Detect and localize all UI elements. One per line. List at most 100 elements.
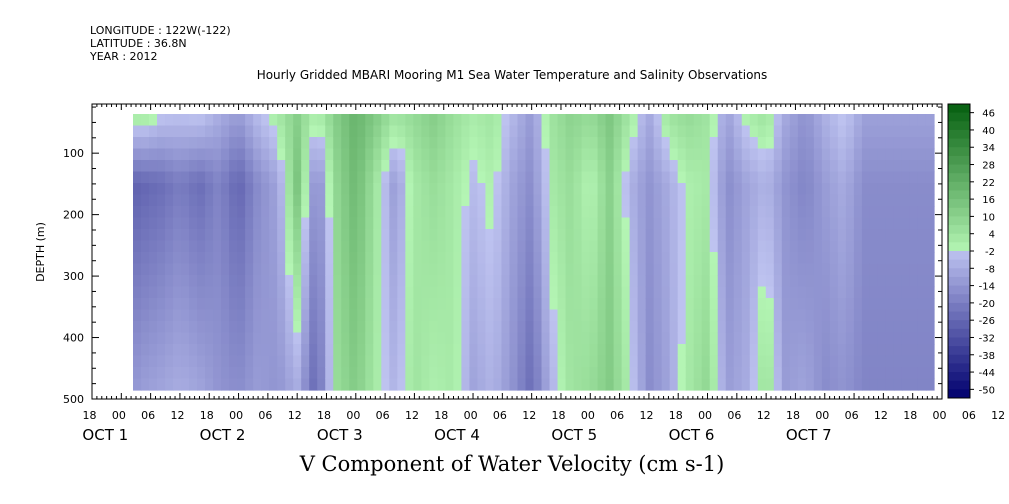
- heatmap-cell: [701, 263, 711, 276]
- heatmap-cell: [901, 171, 911, 184]
- heatmap-cell: [421, 378, 430, 391]
- heatmap-cell: [501, 206, 511, 219]
- heatmap-cell: [853, 355, 863, 368]
- heatmap-cell: [261, 125, 270, 138]
- heatmap-cell: [341, 160, 350, 173]
- heatmap-cell: [669, 229, 679, 242]
- heatmap-cell: [445, 229, 454, 242]
- heatmap-cell: [853, 148, 863, 161]
- heatmap-cell: [581, 229, 591, 242]
- heatmap-cell: [405, 217, 414, 230]
- heatmap-cell: [781, 114, 791, 127]
- heatmap-cell: [829, 137, 839, 150]
- heatmap-cell: [557, 194, 567, 207]
- heatmap-cell: [189, 194, 198, 207]
- heatmap-cell: [269, 183, 278, 196]
- heatmap-cell: [869, 332, 879, 345]
- heatmap-cell: [261, 160, 270, 173]
- heatmap-cell: [669, 355, 679, 368]
- heatmap-cell: [389, 171, 398, 184]
- heatmap-cell: [301, 286, 310, 299]
- heatmap-cell: [757, 332, 767, 345]
- heatmap-cell: [245, 252, 254, 265]
- heatmap-cell: [565, 321, 575, 334]
- heatmap-cell: [469, 275, 479, 288]
- heatmap-cell: [197, 321, 206, 334]
- heatmap-cell: [413, 252, 422, 265]
- heatmap-cell: [221, 367, 230, 380]
- heatmap-cell: [237, 309, 246, 322]
- heatmap-cell: [509, 263, 519, 276]
- heatmap-cell: [525, 114, 535, 127]
- heatmap-cell: [845, 229, 855, 242]
- heatmap-cell: [693, 160, 703, 173]
- heatmap-cell: [133, 171, 142, 184]
- heatmap-cell: [197, 367, 206, 380]
- heatmap-cell: [453, 275, 463, 288]
- heatmap-cell: [805, 286, 815, 299]
- heatmap-cell: [621, 217, 631, 230]
- heatmap-cell: [829, 171, 839, 184]
- heatmap-cell: [909, 171, 919, 184]
- heatmap-cell: [541, 171, 551, 184]
- heatmap-cell: [245, 240, 254, 253]
- heatmap-cell: [325, 171, 334, 184]
- heatmap-cell: [709, 137, 719, 150]
- heatmap-cell: [629, 252, 639, 265]
- heatmap-cell: [349, 148, 358, 161]
- heatmap-cell: [525, 298, 535, 311]
- heatmap-cell: [613, 183, 623, 196]
- heatmap-cell: [813, 286, 823, 299]
- heatmap-cell: [709, 160, 719, 173]
- heatmap-cell: [813, 229, 823, 242]
- heatmap-cell: [709, 263, 719, 276]
- heatmap-cell: [773, 378, 783, 391]
- heatmap-cell: [493, 194, 503, 207]
- heatmap-cell: [861, 194, 871, 207]
- heatmap-cell: [245, 171, 254, 184]
- heatmap-cell: [477, 332, 487, 345]
- heatmap-cell: [341, 171, 350, 184]
- colorbar-swatch: [948, 112, 970, 122]
- heatmap-cell: [317, 160, 326, 173]
- heatmap-cell: [653, 194, 663, 207]
- heatmap-cell: [357, 137, 366, 150]
- heatmap-cell: [477, 344, 487, 357]
- heatmap-cell: [293, 378, 302, 391]
- heatmap-cell: [421, 240, 430, 253]
- heatmap-cell: [517, 217, 527, 230]
- heatmap-cell: [533, 286, 543, 299]
- heatmap-cell: [381, 148, 390, 161]
- heatmap-cell: [301, 114, 310, 127]
- heatmap-cell: [133, 355, 142, 368]
- colorbar-label: 10: [982, 212, 995, 223]
- heatmap-cell: [293, 263, 302, 276]
- heatmap-cell: [901, 252, 911, 265]
- heatmap-cell: [213, 240, 222, 253]
- heatmap-cell: [173, 240, 182, 253]
- heatmap-cell: [293, 240, 302, 253]
- heatmap-cell: [693, 321, 703, 334]
- heatmap-cell: [853, 183, 863, 196]
- heatmap-cell: [429, 332, 438, 345]
- heatmap-cell: [917, 321, 927, 334]
- heatmap-cell: [637, 263, 647, 276]
- colorbar-swatch: [948, 129, 970, 140]
- heatmap-cell: [325, 194, 334, 207]
- heatmap-cell: [173, 114, 182, 127]
- heatmap-cell: [389, 114, 398, 127]
- heatmap-cell: [317, 355, 326, 368]
- heatmap-cell: [389, 286, 398, 299]
- heatmap-cell: [605, 286, 615, 299]
- heatmap-cell: [853, 114, 863, 127]
- heatmap-cell: [805, 114, 815, 127]
- heatmap-cell: [165, 148, 174, 161]
- heatmap-cell: [341, 275, 350, 288]
- x-hour-label: 00: [229, 409, 243, 422]
- heatmap-cell: [269, 194, 278, 207]
- heatmap-cell: [917, 344, 927, 357]
- heatmap-cell: [581, 160, 591, 173]
- heatmap-cell: [829, 332, 839, 345]
- heatmap-cell: [485, 367, 495, 380]
- heatmap-cell: [725, 263, 735, 276]
